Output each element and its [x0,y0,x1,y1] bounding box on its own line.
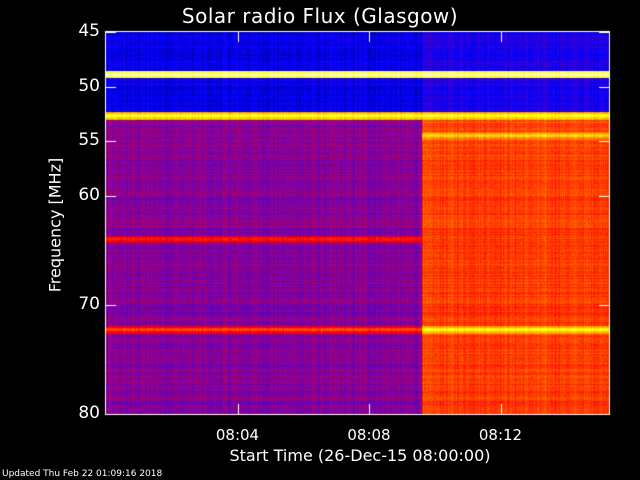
x-tick-label: 08:04 [215,426,260,444]
y-tick-label: 80 [78,403,100,423]
y-tick-label: 50 [78,75,100,96]
y-tick-label: 45 [78,21,100,41]
x-axis-label: Start Time (26-Dec-15 08:00:00) [229,446,491,465]
chart-title: Solar radio Flux (Glasgow) [181,4,459,28]
x-tick-label: 08:12 [478,426,523,444]
x-tick-label: 08:08 [347,426,391,444]
y-tick-label: 70 [78,293,100,314]
updated-footer: Updated Thu Feb 22 01:09:16 2018 [2,469,163,479]
y-axis-label: Frequency [MHz] [45,157,65,293]
y-tick-label: 55 [78,130,100,151]
y-tick-label: 60 [78,184,100,205]
